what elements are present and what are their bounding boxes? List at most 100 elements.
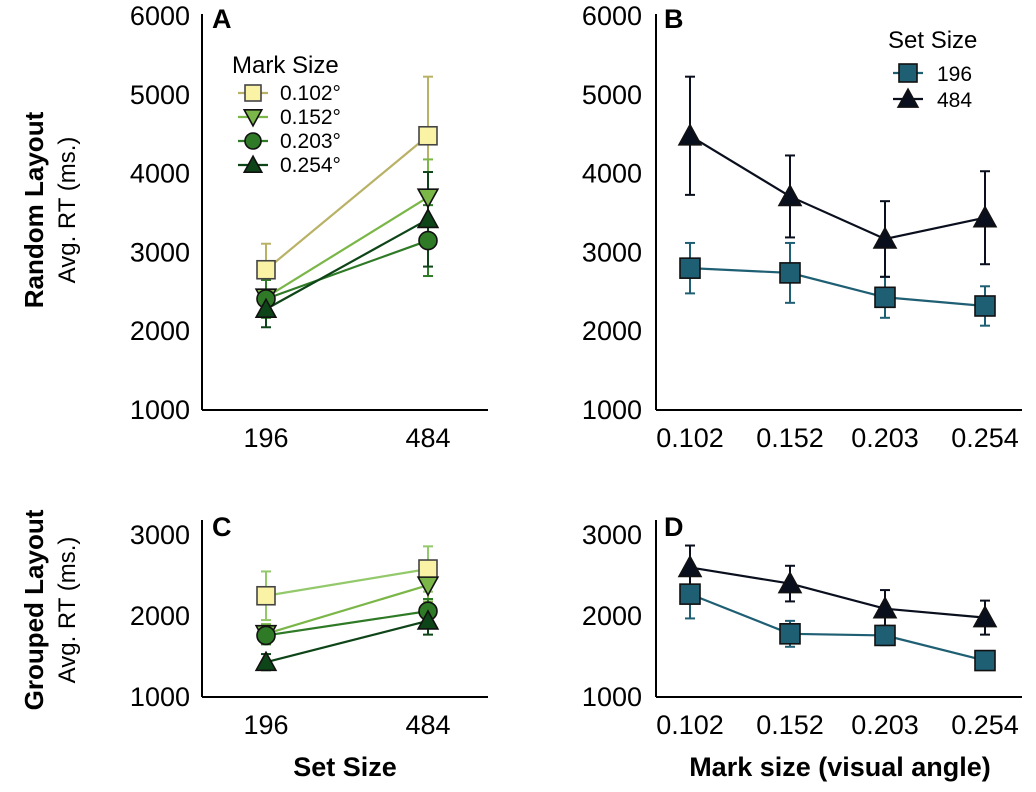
y-tick-label: 2000	[582, 316, 642, 346]
panel-letter-a: A	[212, 4, 232, 34]
y-tick-label: 3000	[582, 237, 642, 267]
legend-marker	[896, 87, 920, 108]
legend-label: 0.102°	[280, 82, 341, 105]
x-axis-label-mark-size: Mark size (visual angle)	[689, 752, 991, 782]
legend-mark-size-title: Mark Size	[232, 52, 339, 79]
legend-label: 0.254°	[280, 154, 341, 177]
y-tick-label: 3000	[130, 520, 190, 550]
x-tick-label: 196	[243, 710, 288, 740]
row-label-grouped: Grouped Layout	[19, 509, 49, 710]
legend-set-size: Set Size 196 484	[888, 27, 977, 112]
x-tick-label: 484	[405, 710, 450, 740]
x-tick-label: 0.152	[756, 423, 824, 453]
data-point	[777, 183, 803, 207]
data-point	[777, 570, 803, 594]
x-tick-label: 196	[243, 423, 288, 453]
row-label-random: Random Layout	[19, 111, 49, 308]
data-point	[874, 286, 896, 309]
data-point	[972, 205, 998, 228]
legend-marker	[242, 109, 264, 128]
panel-c: C 1000 2000 3000 196 484	[130, 512, 488, 740]
panel-letter-d: D	[664, 512, 684, 542]
legend-marker	[244, 132, 262, 150]
y-tick-label: 4000	[130, 159, 190, 189]
y-tick-label: 2000	[130, 601, 190, 631]
series-line-1	[689, 134, 986, 241]
y-tick-label: 6000	[582, 1, 642, 31]
legend-marker	[242, 154, 264, 173]
legend-marker	[898, 63, 918, 83]
data-point	[872, 596, 898, 619]
y-tick-label: 1000	[130, 682, 190, 712]
panel-d: D 1000 2000 3000 0.102 0.152 0.203 0.254	[582, 512, 1022, 740]
y-tick-label: 6000	[130, 1, 190, 31]
data-point	[872, 226, 898, 249]
series-line-1	[265, 196, 429, 299]
series-line-3	[265, 619, 429, 664]
x-tick-label: 0.254	[951, 423, 1019, 453]
x-tick-label: 0.102	[656, 423, 724, 453]
legend-set-size-title: Set Size	[888, 27, 977, 54]
x-tick-label: 0.203	[851, 423, 919, 453]
data-point	[418, 230, 438, 251]
row-sub-random: Avg. RT (ms.)	[54, 137, 81, 284]
data-point	[418, 125, 438, 146]
y-tick-label: 4000	[582, 159, 642, 189]
series-line-2	[265, 610, 429, 637]
y-tick-label: 3000	[130, 237, 190, 267]
y-tick-label: 1000	[582, 682, 642, 712]
series-line-0	[689, 593, 986, 662]
series-line-0	[265, 567, 429, 597]
row-sub-grouped: Avg. RT (ms.)	[54, 537, 81, 684]
y-tick-label: 2000	[582, 601, 642, 631]
series-line-3	[265, 218, 429, 311]
legend-marker	[244, 84, 262, 102]
data-point	[256, 625, 276, 646]
legend-mark-size: Mark Size 0.102°0.152°0.203°0.254°	[232, 52, 341, 177]
data-point	[254, 297, 278, 319]
legend-label: 0.203°	[280, 130, 341, 153]
y-tick-label: 2000	[130, 316, 190, 346]
x-axis-label-set-size: Set Size	[293, 752, 397, 782]
data-point	[677, 554, 703, 578]
data-point	[256, 585, 276, 606]
data-point	[677, 123, 703, 146]
series-line-1	[689, 566, 986, 619]
legend-label: 0.152°	[280, 106, 341, 129]
data-point	[679, 257, 701, 279]
data-point	[416, 576, 440, 597]
x-tick-label: 0.152	[756, 710, 824, 740]
panel-letter-c: C	[212, 512, 232, 542]
legend-label: 484	[937, 89, 972, 112]
x-tick-label: 0.254	[951, 710, 1019, 740]
data-point	[779, 623, 801, 645]
data-point	[679, 583, 701, 605]
panel-b: B 1000 2000 3000 4000 5000 6000 0.102 0.152 0.203…	[582, 1, 1022, 453]
data-point	[974, 649, 996, 672]
data-point	[972, 604, 998, 628]
y-tick-label: 5000	[130, 80, 190, 110]
series-line-0	[265, 134, 429, 271]
data-point	[874, 624, 896, 647]
data-point	[254, 650, 278, 672]
y-tick-label: 1000	[130, 395, 190, 425]
x-tick-label: 484	[405, 423, 450, 453]
y-tick-label: 5000	[582, 80, 642, 110]
panel-a: A 1000 2000 3000 4000 5000 6000 196 484	[130, 1, 488, 453]
data-point	[974, 295, 996, 317]
data-point	[416, 188, 440, 209]
data-point	[418, 559, 438, 579]
x-tick-label: 0.203	[851, 710, 919, 740]
data-point	[256, 259, 276, 280]
data-point	[416, 207, 440, 229]
series-line-1	[265, 584, 429, 635]
panel-letter-b: B	[664, 4, 684, 34]
data-point	[416, 609, 440, 630]
y-tick-label: 3000	[582, 520, 642, 550]
x-tick-label: 0.102	[656, 710, 724, 740]
y-tick-label: 1000	[582, 395, 642, 425]
legend-label: 196	[937, 63, 972, 86]
series-line-0	[689, 267, 986, 308]
series-line-2	[265, 239, 429, 300]
